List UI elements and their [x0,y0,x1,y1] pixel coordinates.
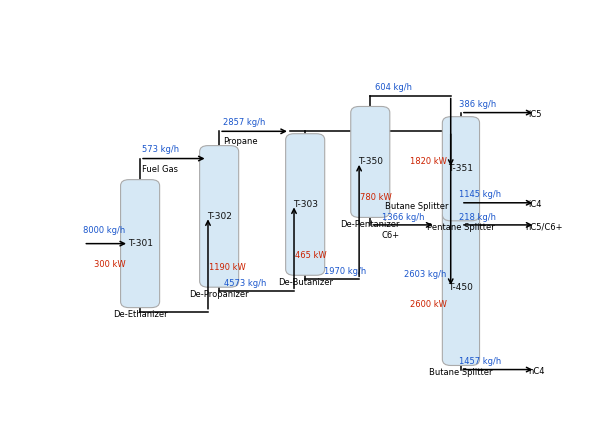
Text: 1145 kg/h: 1145 kg/h [458,190,501,199]
FancyBboxPatch shape [200,145,239,287]
Text: T-350: T-350 [358,157,383,167]
Text: 780 kW: 780 kW [360,193,392,202]
Text: 465 kW: 465 kW [295,251,326,260]
Text: iC4: iC4 [529,200,542,209]
Text: T-303: T-303 [293,200,317,209]
FancyBboxPatch shape [351,107,390,217]
FancyBboxPatch shape [121,179,160,308]
Text: 1457 kg/h: 1457 kg/h [458,357,501,366]
FancyBboxPatch shape [442,117,479,221]
FancyBboxPatch shape [442,210,479,366]
Text: C6+: C6+ [382,231,400,240]
Text: iC5: iC5 [529,110,542,119]
Text: 1190 kW: 1190 kW [209,263,245,272]
Text: Butane Splitter: Butane Splitter [385,202,448,211]
Text: 386 kg/h: 386 kg/h [458,100,496,109]
Text: 573 kg/h: 573 kg/h [142,145,179,154]
Text: Butane Splitter: Butane Splitter [429,368,493,377]
Text: T-351: T-351 [448,164,473,173]
Text: 1820 kW: 1820 kW [410,157,447,167]
Text: nC4: nC4 [529,367,545,376]
Text: Propane: Propane [223,137,257,146]
Text: nC5/C6+: nC5/C6+ [525,222,563,231]
Text: 1970 kg/h: 1970 kg/h [324,267,366,276]
Text: Fuel Gas: Fuel Gas [142,165,178,174]
Text: De-Propanizer: De-Propanizer [190,290,249,299]
Text: 4573 kg/h: 4573 kg/h [224,279,266,288]
Text: T-450: T-450 [449,283,473,292]
Text: De-Butanizer: De-Butanizer [278,278,332,287]
Text: 1366 kg/h: 1366 kg/h [382,213,424,221]
Text: T-301: T-301 [128,239,152,248]
Text: 218 kg/h: 218 kg/h [458,213,496,221]
Text: 2857 kg/h: 2857 kg/h [223,118,265,127]
Text: 604 kg/h: 604 kg/h [375,83,412,92]
Text: De-Pentanizer: De-Pentanizer [341,220,400,229]
Text: 2600 kW: 2600 kW [410,301,447,309]
FancyBboxPatch shape [286,133,325,275]
Text: 300 kW: 300 kW [94,259,125,269]
Text: 8000 kg/h: 8000 kg/h [83,226,125,235]
Text: T-302: T-302 [207,212,232,221]
Text: 2603 kg/h: 2603 kg/h [404,271,446,279]
Text: Pentane Splitter: Pentane Splitter [427,223,495,232]
Text: De-Ethanizer: De-Ethanizer [113,310,167,319]
